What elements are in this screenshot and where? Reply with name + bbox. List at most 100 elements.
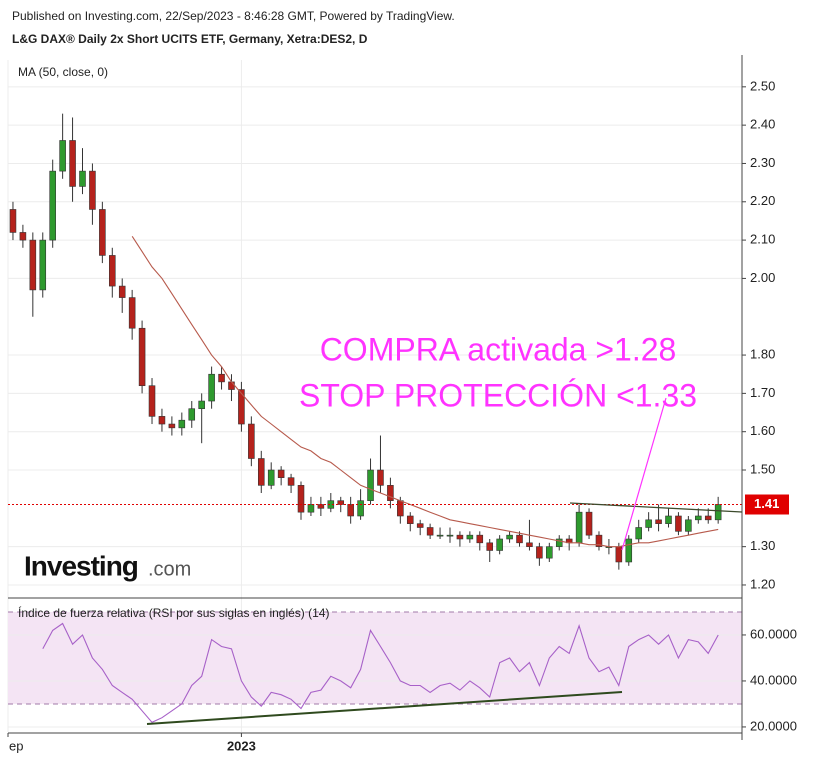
y-tick-label: 1.20 (750, 576, 775, 591)
y-tick-label: 2.50 (750, 78, 775, 93)
candle-body (426, 527, 434, 536)
candle-body (59, 140, 66, 172)
y-tick-label: 40.0000 (750, 672, 797, 687)
candle-body (168, 423, 176, 429)
candle-body (357, 500, 364, 517)
candle-body (645, 519, 652, 528)
candle-body (575, 511, 583, 544)
candle-body (406, 515, 414, 524)
y-tick-label: 60.0000 (750, 626, 797, 641)
candle-body (377, 469, 384, 486)
candle-body (337, 500, 345, 505)
candle-body (536, 546, 543, 559)
candle-body (228, 381, 235, 390)
candle-body (615, 546, 623, 563)
candle-body (466, 534, 474, 540)
candle-body (397, 500, 404, 517)
candle-body (685, 519, 692, 532)
y-tick-label: 1.50 (750, 461, 775, 476)
last-price-label: 1.41 (754, 496, 779, 511)
candle-body (287, 477, 295, 486)
candle-body (267, 469, 275, 486)
y-tick-label: 1.70 (750, 385, 775, 400)
legend-entry: Índice de fuerza relativa (RSI por sus s… (18, 605, 329, 620)
published-note: Published on Investing.com, 22/Sep/2023 … (12, 9, 455, 23)
rsi-band (8, 611, 742, 704)
annotation: COMPRA activada >1.28 (320, 331, 677, 367)
candle-body (347, 504, 354, 517)
candle-body (476, 534, 484, 544)
candle-body (277, 469, 285, 478)
candle-body (99, 209, 106, 256)
candle-body (317, 504, 325, 509)
candle-body (218, 373, 225, 383)
candle-body (555, 538, 563, 547)
legend-entry: MA (50, close, 0) (18, 65, 108, 79)
candle-body (625, 538, 633, 563)
y-tick-label: 1.60 (750, 423, 775, 438)
candle-body (148, 385, 156, 417)
candle-body (675, 515, 682, 532)
logo-suffix: .com (148, 558, 191, 580)
candle-body (695, 515, 702, 521)
candle-body (516, 534, 523, 544)
candle-body (436, 534, 444, 537)
y-tick-label: 2.10 (750, 232, 775, 247)
chart-title: L&G DAX® Daily 2x Short UCITS ETF, Germa… (12, 32, 368, 46)
candle-body (387, 485, 394, 501)
last-price-box (745, 494, 789, 515)
candle-body (109, 255, 116, 287)
candle-body (49, 170, 56, 241)
candle-body (665, 515, 672, 524)
annotation: STOP PROTECCIÓN <1.33 (299, 377, 697, 413)
y-tick-label: 2.20 (750, 193, 775, 208)
candle-body (297, 485, 305, 513)
panels: 1.20 1.30 1.50 1.60 1.70 1.80 2.00 2.10 2.20 2.30… (7, 60, 797, 753)
candle-body (714, 504, 722, 521)
candle-body (208, 373, 215, 402)
candle-body (655, 519, 662, 524)
series-line (131, 236, 719, 548)
candle-body (198, 400, 205, 410)
candle-body (19, 232, 27, 241)
candle-body (446, 534, 454, 537)
candle-body (506, 534, 513, 540)
candle-body (546, 546, 553, 559)
candle-body (79, 170, 86, 187)
candle-body (138, 327, 146, 387)
x-tick-label: 2023 (227, 738, 256, 753)
candle-body (178, 419, 186, 429)
candle-body (248, 423, 255, 459)
candle-body (635, 527, 642, 540)
candle-body (367, 469, 374, 501)
y-tick-label: 2.40 (750, 117, 775, 132)
resistance-line (569, 502, 743, 513)
candle-body (257, 458, 265, 486)
logo-brand: Investing (24, 550, 138, 581)
candle-body (585, 511, 593, 536)
y-tick-label: 1.30 (750, 538, 775, 553)
candle-body (456, 534, 464, 540)
candle-body (89, 170, 96, 210)
candle-body (416, 523, 424, 528)
candle-body (595, 534, 603, 547)
candle-body (29, 239, 37, 291)
candle-body (307, 504, 315, 513)
candle-body (9, 209, 17, 233)
x-tick-label: ep (9, 738, 23, 753)
y-tick-label: 2.30 (750, 155, 775, 170)
candle-body (39, 239, 47, 291)
candle-body (69, 140, 76, 187)
candle-body (188, 408, 196, 421)
series-line (42, 622, 719, 723)
candle-body (128, 297, 136, 329)
candle-body (526, 542, 533, 547)
candle-body (158, 416, 166, 425)
annotation-arrow (621, 397, 667, 551)
y-tick-label: 1.80 (750, 346, 775, 361)
y-tick-label: 20.0000 (750, 718, 797, 733)
candle-body (496, 538, 503, 551)
rsi-trend-line (146, 691, 623, 725)
y-tick-label: 2.00 (750, 270, 775, 285)
